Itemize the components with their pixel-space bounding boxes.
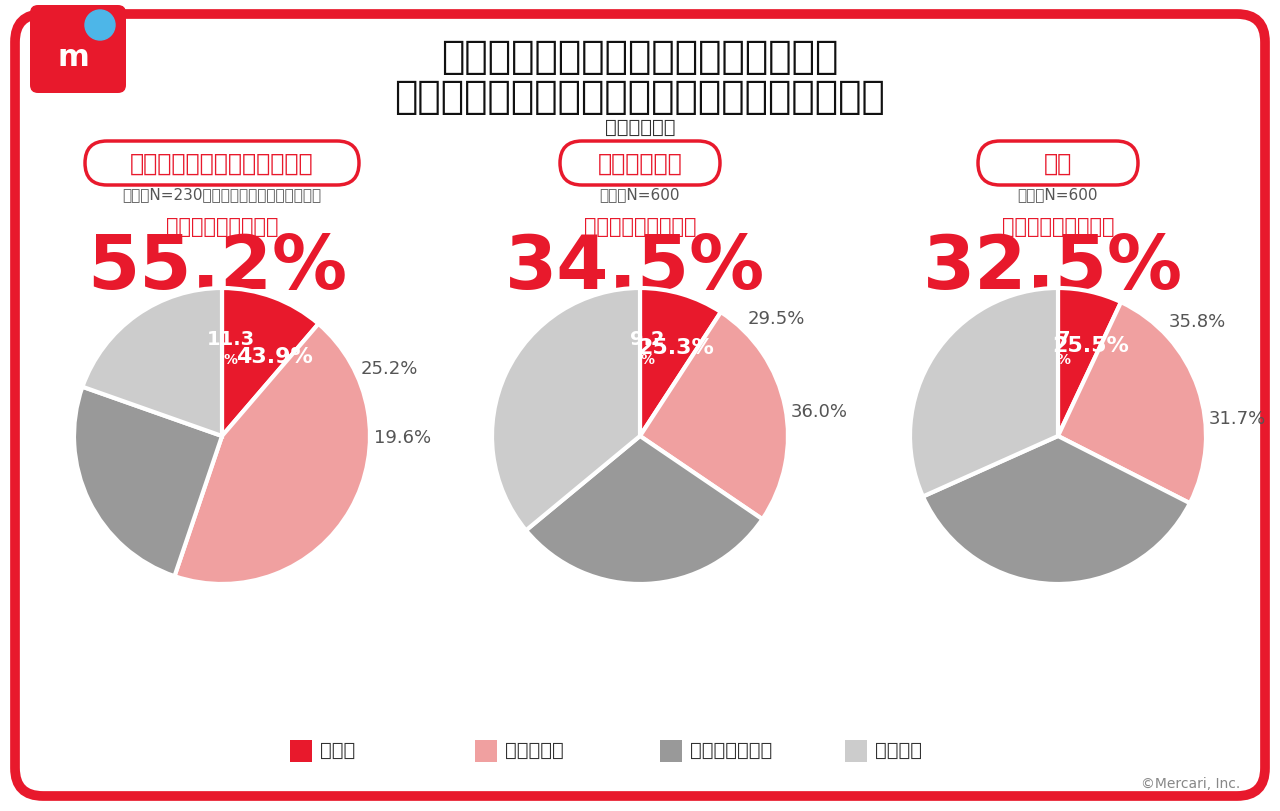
Wedge shape [492, 289, 640, 530]
Text: 9.2: 9.2 [630, 330, 664, 349]
FancyBboxPatch shape [660, 740, 682, 762]
Wedge shape [221, 289, 319, 436]
Wedge shape [640, 313, 788, 520]
Text: 感じる／やや感じる: 感じる／やや感じる [165, 217, 278, 237]
Text: 11.3: 11.3 [206, 330, 255, 349]
Text: 34.5%: 34.5% [504, 232, 765, 305]
Text: 推し活（エンタメ・ホビー）: 推し活（エンタメ・ホビー） [131, 152, 314, 176]
Text: %: % [224, 353, 238, 367]
Text: ファッション: ファッション [598, 152, 682, 176]
FancyBboxPatch shape [84, 142, 358, 186]
Text: 19.6%: 19.6% [374, 428, 431, 446]
FancyBboxPatch shape [15, 15, 1265, 796]
Text: 全体：N=600: 全体：N=600 [1018, 187, 1098, 202]
Text: 7: 7 [1057, 329, 1070, 349]
Text: 感じる: 感じる [320, 740, 356, 758]
Text: %: % [640, 353, 654, 367]
Wedge shape [640, 289, 721, 436]
Text: （単一回答）: （単一回答） [604, 118, 676, 136]
Text: 感じない: 感じない [876, 740, 922, 758]
Text: 29.5%: 29.5% [748, 310, 805, 328]
FancyBboxPatch shape [29, 6, 125, 94]
Text: 家電: 家電 [1044, 152, 1073, 176]
Text: 「フリマサービス」で売れることで、: 「フリマサービス」で売れることで、 [442, 38, 838, 76]
Wedge shape [82, 289, 221, 436]
FancyBboxPatch shape [845, 740, 867, 762]
Text: 55.2%: 55.2% [87, 232, 347, 305]
Text: 全体：N=600: 全体：N=600 [600, 187, 680, 202]
Text: 25.5%: 25.5% [1052, 336, 1129, 356]
Wedge shape [923, 436, 1190, 584]
Text: 36.0%: 36.0% [790, 402, 847, 420]
Text: ©Mercari, Inc.: ©Mercari, Inc. [1140, 776, 1240, 790]
Text: 25.3%: 25.3% [637, 337, 714, 358]
Wedge shape [1059, 289, 1121, 436]
FancyBboxPatch shape [475, 740, 497, 762]
Wedge shape [526, 436, 763, 584]
Text: あまり感じない: あまり感じない [690, 740, 772, 758]
FancyBboxPatch shape [561, 142, 719, 186]
Text: 35.8%: 35.8% [1169, 312, 1226, 331]
Text: 32.5%: 32.5% [923, 232, 1183, 305]
Text: 43.9%: 43.9% [237, 346, 314, 366]
Text: 買い替え・購入をしやすくなったと感じますか: 買い替え・購入をしやすくなったと感じますか [394, 78, 886, 116]
Wedge shape [1059, 303, 1206, 504]
Text: やや感じる: やや感じる [506, 740, 563, 758]
Wedge shape [910, 289, 1059, 497]
Text: 感じる／やや感じる: 感じる／やや感じる [1002, 217, 1115, 237]
Text: m: m [58, 42, 90, 71]
FancyBboxPatch shape [978, 142, 1138, 186]
Wedge shape [74, 388, 221, 577]
Text: %: % [1056, 353, 1070, 367]
Text: 31.7%: 31.7% [1210, 409, 1266, 427]
FancyBboxPatch shape [291, 740, 312, 762]
Text: 全体：N=230（現在推し活をしている人）: 全体：N=230（現在推し活をしている人） [123, 187, 321, 202]
Text: 感じる／やや感じる: 感じる／やや感じる [584, 217, 696, 237]
Text: 25.2%: 25.2% [361, 359, 417, 377]
Circle shape [84, 11, 115, 41]
Wedge shape [174, 324, 370, 584]
